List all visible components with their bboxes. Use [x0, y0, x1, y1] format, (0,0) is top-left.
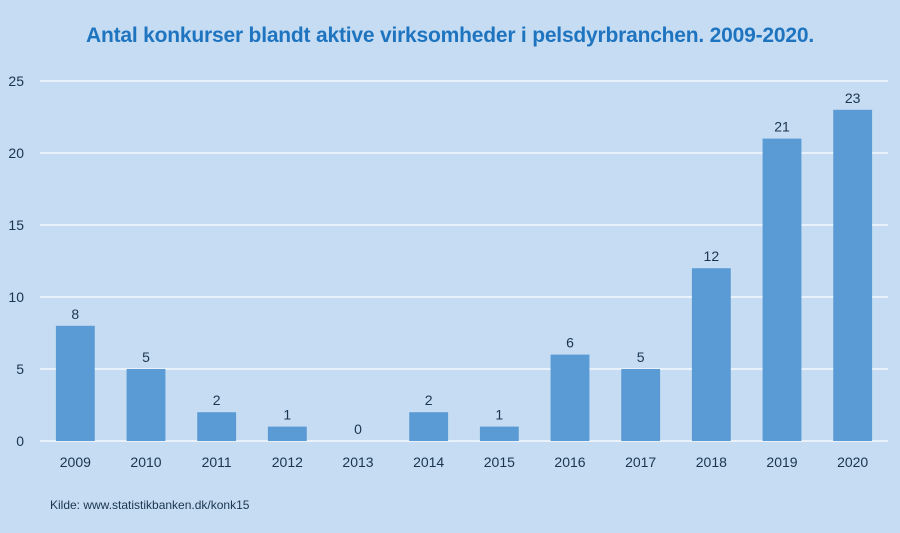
data-label-2013: 0: [354, 421, 362, 437]
bar-2014: [409, 412, 449, 441]
source-note: Kilde: www.statistikbanken.dk/konk15: [50, 498, 250, 512]
y-tick-label-5: 5: [16, 361, 24, 377]
bar-2010: [126, 369, 166, 441]
x-tick-label-2013: 2013: [342, 454, 373, 470]
bar-2012: [267, 426, 307, 441]
data-label-2018: 12: [704, 248, 720, 264]
data-label-2011: 2: [213, 392, 221, 408]
bar-2019: [762, 138, 802, 441]
data-label-2015: 1: [495, 407, 503, 423]
chart-title: Antal konkurser blandt aktive virksomhed…: [86, 24, 814, 47]
y-tick-label-25: 25: [8, 73, 24, 89]
y-axis: 0 5 10 15 20 25: [8, 73, 24, 449]
bar-2018: [691, 268, 731, 441]
x-tick-label-2020: 2020: [837, 454, 868, 470]
y-tick-label-10: 10: [8, 289, 24, 305]
data-label-2012: 1: [283, 407, 291, 423]
x-tick-label-2009: 2009: [60, 454, 91, 470]
x-tick-label-2011: 2011: [202, 454, 232, 470]
bar-2020: [833, 109, 873, 442]
y-tick-label-15: 15: [8, 217, 24, 233]
y-tick-label-0: 0: [16, 433, 24, 449]
data-label-2010: 5: [142, 349, 150, 365]
bar-2017: [621, 369, 661, 441]
bar-2009: [55, 325, 95, 441]
x-tick-label-2014: 2014: [413, 454, 444, 470]
bar-2016: [550, 354, 590, 441]
x-tick-label-2015: 2015: [484, 454, 515, 470]
bar-2015: [479, 426, 519, 441]
bar-2011: [197, 412, 237, 441]
data-label-2014: 2: [425, 392, 433, 408]
x-axis: 2009 2010 2011 2012 2013 2014 2015 2016 2017 2018…: [60, 454, 869, 470]
x-tick-label-2012: 2012: [272, 454, 303, 470]
data-label-2016: 6: [566, 335, 574, 351]
y-tick-label-20: 20: [8, 145, 24, 161]
x-tick-label-2016: 2016: [554, 454, 585, 470]
data-label-2019: 21: [774, 119, 790, 135]
data-label-2017: 5: [637, 349, 645, 365]
data-label-2020: 23: [845, 90, 861, 106]
x-tick-label-2017: 2017: [625, 454, 656, 470]
gridlines: [40, 80, 888, 442]
x-tick-label-2010: 2010: [130, 454, 161, 470]
x-tick-label-2019: 2019: [766, 454, 797, 470]
x-tick-label-2018: 2018: [696, 454, 727, 470]
data-label-2009: 8: [71, 306, 79, 322]
bars: [55, 109, 873, 442]
